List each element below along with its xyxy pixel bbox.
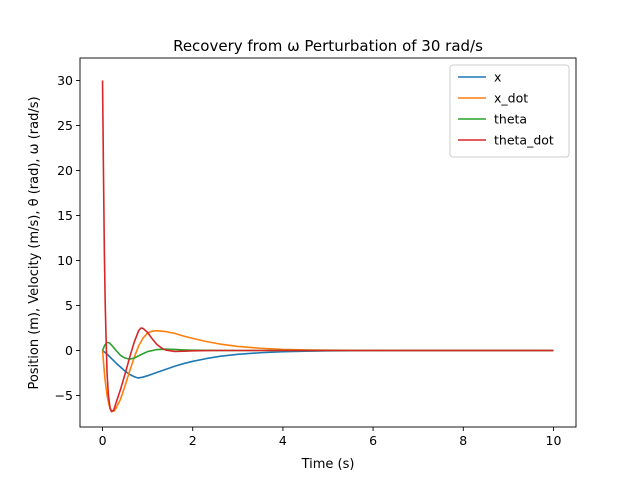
series-line-x — [102, 349, 554, 379]
x-tick-label-1: 2 — [189, 433, 197, 448]
series-line-theta — [101, 341, 554, 360]
x-tick-label-4: 8 — [459, 433, 467, 448]
legend-label-theta: theta — [494, 112, 527, 127]
y-tick-label-2: 5 — [65, 298, 73, 313]
x-tick-label-2: 4 — [279, 433, 287, 448]
y-tick-label-3: 10 — [57, 253, 73, 268]
plot-area — [79, 57, 577, 428]
series-line-theta-dot — [101, 80, 554, 413]
y-tick-label-5: 20 — [57, 163, 73, 178]
y-axis-label: Position (m), Velocity (m/s), θ (rad), ω… — [27, 96, 42, 389]
x-ticks: 0 2 4 6 8 10 — [99, 427, 562, 448]
x-tick-label-3: 6 — [369, 433, 377, 448]
y-tick-label-4: 15 — [57, 208, 73, 223]
y-tick-label-7: 30 — [57, 73, 73, 88]
chart-title: Recovery from ω Perturbation of 30 rad/s — [173, 37, 483, 55]
y-tick-label-1: 0 — [65, 343, 73, 358]
x-tick-label-5: 10 — [546, 433, 562, 448]
legend-label-x: x — [494, 70, 501, 85]
legend-label-x-dot: x_dot — [494, 91, 528, 106]
y-ticks: −5 0 5 10 15 20 25 30 — [55, 73, 80, 403]
x-axis-label: Time (s) — [301, 457, 355, 472]
y-tick-label-0: −5 — [55, 388, 73, 403]
x-tick-label-0: 0 — [99, 433, 107, 448]
legend-label-theta-dot: theta_dot — [494, 133, 554, 148]
axes-frame — [79, 57, 577, 428]
legend-box — [449, 64, 570, 158]
y-tick-label-6: 25 — [57, 118, 73, 133]
series-layer — [101, 80, 554, 413]
